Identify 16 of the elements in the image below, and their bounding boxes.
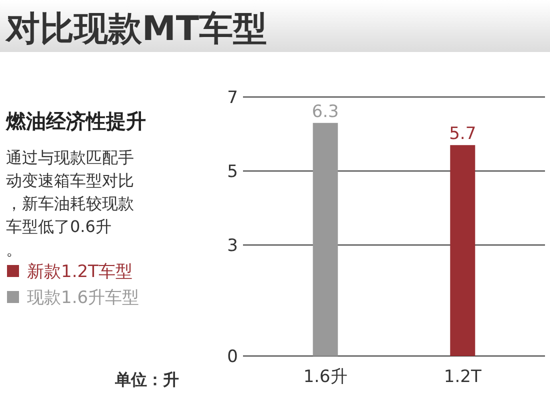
fuel-consumption-column: 5.7 [449,124,476,356]
y-tick-label: 7 [227,88,238,108]
text: 单位：升 [114,370,179,389]
text: 燃油经济性提升 [5,109,146,133]
fuel-consumption-column: 6.3 [312,102,339,356]
text: 通过与现款匹配手动变速箱车型对比，新车油耗较现款车型低了0.6升。 [6,148,134,259]
chart-title: 对比现款MT车型 [5,9,268,49]
legend-label: 现款1.6升车型 [27,288,140,308]
y-tick-label: 0 [227,347,238,367]
y-tick-label: 5 [227,162,238,182]
legend-label: 新款1.2T车型 [27,262,132,282]
y-tick-label: 3 [227,236,238,256]
data-label: 5.7 [449,124,476,144]
x-tick-label: 1.6升 [303,367,348,387]
x-tick-label: 1.2T [444,367,482,387]
data-label: 6.3 [312,102,339,122]
